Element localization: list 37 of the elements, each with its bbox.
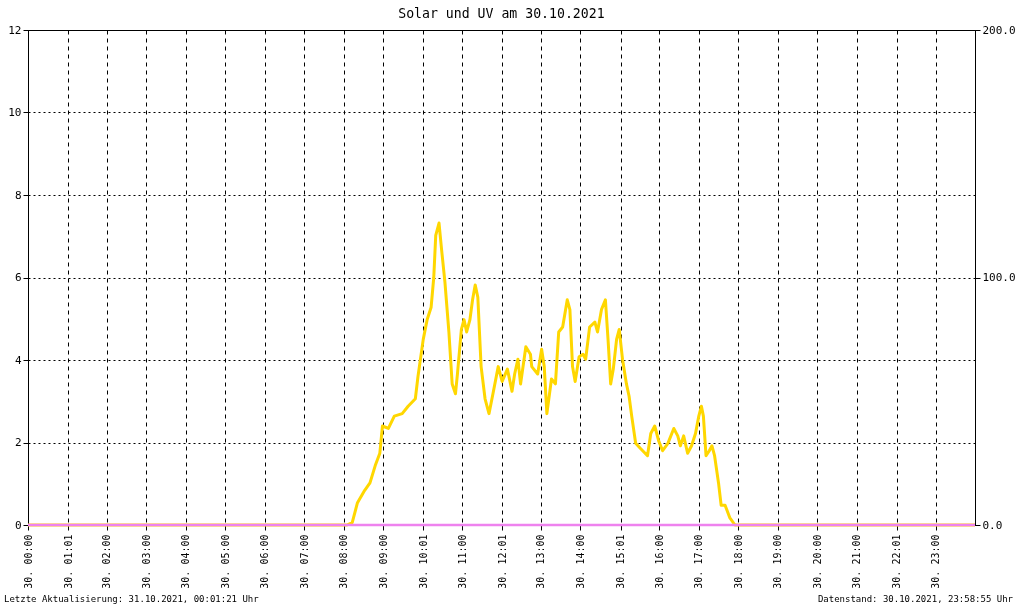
y-tick-label: 0: [14, 518, 22, 532]
x-tick-label: 30. 14:00: [574, 534, 586, 589]
y-tick-label: 12: [8, 23, 22, 37]
y-tick-label: 8: [14, 188, 22, 202]
y2-tick-label: 100.0: [982, 271, 1016, 284]
x-tick-label: 30. 00:00: [22, 534, 34, 589]
x-tick-label: 30. 16:00: [653, 534, 665, 589]
x-tick-label: 30. 13:00: [535, 534, 547, 589]
x-tick-label: 30. 17:00: [693, 534, 705, 589]
x-tick-label: 30. 18:00: [732, 534, 744, 589]
x-tick-label: 30. 11:00: [456, 534, 468, 589]
x-tick-label: 30. 12:01: [496, 534, 508, 589]
x-tick-label: 30. 08:00: [338, 534, 350, 589]
x-tick-label: 30. 15:01: [615, 534, 627, 589]
x-tick-label: 30. 21:00: [851, 534, 863, 589]
x-tick-label: 30. 10:01: [417, 534, 429, 589]
chart-title: Solar und UV am 30.10.2021: [398, 6, 605, 21]
x-tick-label: 30. 23:00: [930, 534, 942, 589]
x-tick-label: 30. 01:01: [62, 534, 74, 589]
x-tick-label: 30. 07:00: [298, 534, 310, 589]
text: Datenstand: 30.10.2021, 23:58:55 Uhr: [817, 594, 1014, 604]
x-tick-label: 30. 09:00: [377, 534, 389, 589]
x-tick-label: 30. 20:00: [811, 534, 823, 589]
x-tick-label: 30. 03:00: [140, 534, 152, 589]
y-tick-label: 4: [14, 353, 22, 367]
text: Letzte Aktualisierung: 31.10.2021, 00:01:21 Uhr: [4, 594, 260, 604]
x-tick-label: 30. 06:00: [259, 534, 271, 589]
x-tick-label: 30. 02:00: [101, 534, 113, 589]
x-tick-label: 30. 04:00: [180, 534, 192, 589]
y-tick-label: 10: [8, 106, 22, 119]
y-tick-label: 2: [14, 436, 22, 449]
x-tick-label: 30. 22:01: [891, 534, 903, 589]
x-tick-label: 30. 19:00: [772, 534, 784, 589]
y2-tick-label: 200.0: [982, 23, 1016, 37]
y-tick-label: 6: [14, 271, 22, 284]
x-tick-label: 30. 05:00: [219, 534, 231, 589]
y2-tick-label: 0.0: [982, 518, 1003, 532]
